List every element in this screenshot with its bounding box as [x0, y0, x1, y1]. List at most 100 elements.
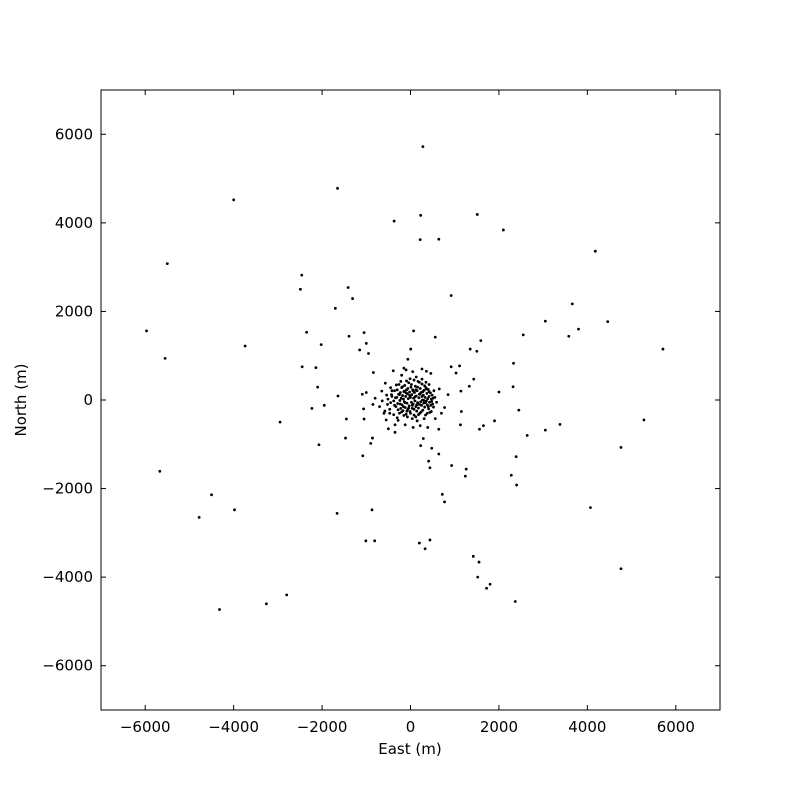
data-point [433, 417, 437, 420]
y-tick-label: 2000 [55, 302, 93, 320]
data-point [427, 459, 431, 463]
data-point [389, 401, 393, 405]
data-point [429, 372, 433, 375]
data-point [440, 492, 444, 496]
scatter-points [145, 145, 665, 611]
data-point [589, 506, 592, 510]
data-point [399, 380, 403, 383]
data-point [389, 386, 393, 389]
y-tick-label: −2000 [42, 480, 93, 498]
data-point [420, 377, 424, 381]
data-point [278, 420, 282, 424]
data-point [410, 417, 414, 420]
data-point [384, 418, 388, 422]
data-point [386, 427, 390, 431]
data-point [415, 403, 419, 407]
data-point [424, 413, 427, 417]
data-point [426, 397, 430, 401]
data-point [400, 410, 404, 414]
data-point [463, 474, 467, 478]
data-point [413, 384, 417, 388]
data-point [336, 186, 339, 190]
data-point [404, 412, 408, 416]
data-point [431, 402, 435, 406]
data-point [513, 600, 517, 603]
data-point [402, 397, 405, 401]
data-point [454, 371, 458, 375]
data-point [409, 400, 413, 404]
data-point [418, 424, 422, 428]
data-point [459, 410, 463, 413]
data-point [619, 445, 623, 449]
data-point [392, 399, 396, 403]
data-point [396, 418, 400, 422]
data-point [362, 417, 366, 421]
data-point [428, 400, 431, 404]
data-point [197, 515, 201, 519]
data-point [421, 145, 425, 149]
data-point [437, 427, 441, 431]
y-tick-label: 4000 [55, 214, 93, 232]
data-point [429, 410, 433, 413]
data-point [419, 213, 423, 217]
data-point [393, 423, 397, 427]
data-point [406, 357, 410, 361]
data-point [443, 500, 446, 504]
data-point [378, 405, 381, 409]
axis-ticks: −6000 −4000 −2000 0 2000 4000 6000 −6000 −4000 −2… [42, 90, 720, 736]
data-point [497, 390, 501, 394]
data-point [404, 391, 408, 395]
data-point [417, 413, 420, 417]
data-point [405, 409, 409, 413]
data-point [402, 389, 406, 393]
data-point [428, 538, 432, 542]
data-point [382, 411, 386, 415]
data-point [407, 406, 411, 410]
data-point [383, 381, 387, 385]
data-point [430, 393, 434, 397]
data-point [319, 343, 323, 347]
data-point [419, 400, 423, 404]
data-point [423, 547, 427, 551]
data-point [163, 356, 167, 360]
data-point [316, 385, 320, 389]
data-point [426, 405, 430, 409]
y-tick-label: −4000 [42, 568, 93, 586]
data-point [409, 411, 412, 415]
data-point [398, 402, 402, 406]
data-point [402, 366, 406, 370]
data-point [458, 364, 461, 368]
data-point [408, 390, 412, 394]
data-point [427, 390, 431, 393]
data-point [475, 349, 479, 353]
data-point [364, 539, 368, 543]
data-point [314, 366, 318, 370]
data-point [418, 238, 422, 242]
data-point [426, 426, 430, 429]
data-point [401, 394, 404, 397]
data-point [388, 407, 392, 411]
data-point [417, 406, 420, 410]
data-point [577, 327, 580, 331]
data-point [425, 411, 429, 415]
data-point [406, 387, 410, 390]
data-point [395, 388, 399, 392]
data-point [412, 407, 416, 411]
data-point [443, 406, 446, 409]
data-point [593, 249, 597, 253]
data-point [425, 369, 428, 373]
data-point [606, 320, 610, 324]
data-point [420, 395, 424, 398]
data-point [383, 409, 387, 413]
data-point [449, 294, 453, 297]
data-point [402, 405, 405, 409]
data-point [428, 466, 432, 470]
data-point [416, 385, 419, 389]
data-point [440, 411, 443, 415]
data-point [336, 394, 340, 398]
data-point [543, 319, 547, 323]
data-point [421, 408, 425, 412]
data-point [403, 423, 407, 427]
data-point [517, 408, 521, 412]
data-point [392, 413, 396, 417]
